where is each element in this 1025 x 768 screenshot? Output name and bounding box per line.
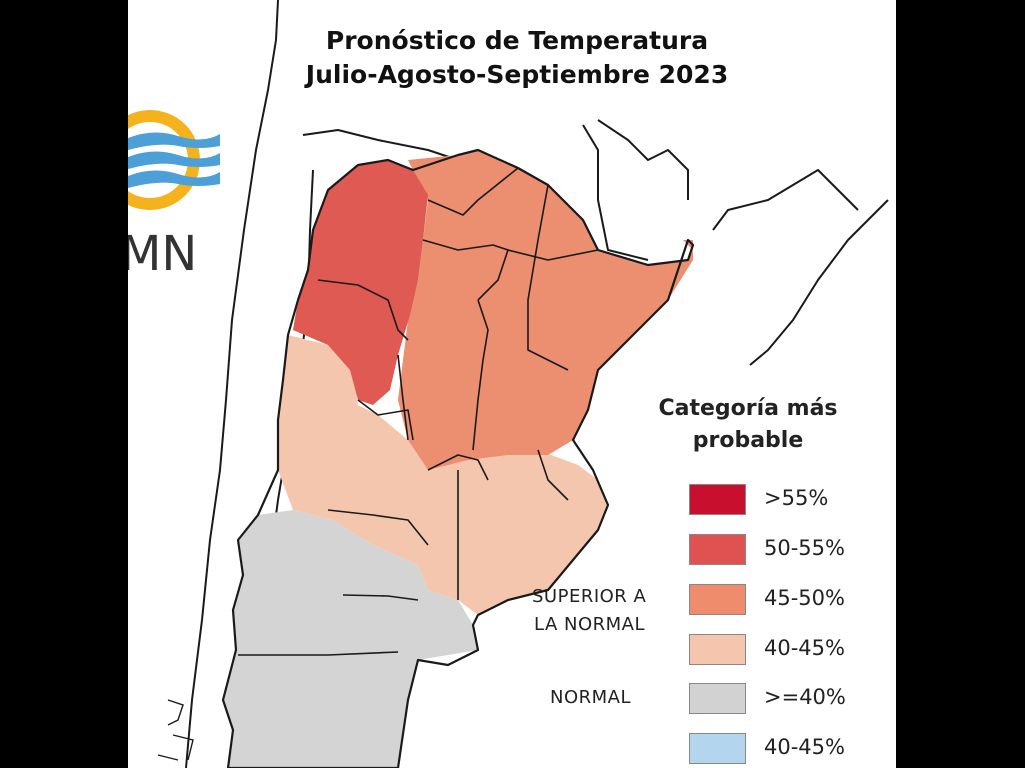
smn-logo-text: MN [128, 226, 197, 280]
region-50-55-superior [293, 160, 428, 405]
legend-swatch [689, 733, 746, 764]
bolivia-border-line [302, 129, 459, 161]
map-title-line2: Julio-Agosto-Septiembre 2023 [305, 60, 729, 89]
legend-label: 40-45% [764, 636, 845, 660]
legend-label: 45-50% [764, 586, 845, 610]
uruguay-coast-line [712, 169, 859, 231]
map-title-line1: Pronóstico de Temperatura [325, 26, 709, 55]
category-normal: NORMAL [550, 687, 632, 708]
legend-label: >=40% [764, 685, 846, 709]
legend-label: >55% [764, 486, 829, 510]
patagonia-normal-region [223, 510, 478, 768]
legend-swatch [689, 534, 746, 565]
argentina-temperature-map [157, 0, 889, 768]
legend-title-line2: probable [692, 428, 804, 453]
smn-sun-wave-logo-icon [128, 110, 220, 210]
category-superior-line1: SUPERIOR A [532, 586, 647, 607]
paraguay-border-line [582, 124, 649, 261]
legend-swatch [689, 584, 746, 615]
legend-swatch [689, 634, 746, 665]
region-45-50-superior [398, 150, 693, 470]
category-superior-line2: LA NORMAL [534, 614, 645, 635]
legend-swatch [689, 683, 746, 714]
forecast-panel: MN Pronóstico de Temperatura Julio-Agost… [128, 0, 896, 768]
legend-swatch [689, 484, 746, 515]
brazil-border-line [597, 119, 689, 200]
legend-label: 50-55% [764, 536, 845, 560]
legend-title-line1: Categoría más [658, 396, 838, 421]
smn-logo: MN [128, 110, 220, 280]
argentina-outline [221, 148, 695, 768]
brazil-coast-line [749, 199, 889, 366]
region-40-45-superior [278, 335, 608, 615]
legend-label: 40-45% [764, 735, 845, 759]
chile-coast-line [185, 0, 279, 768]
